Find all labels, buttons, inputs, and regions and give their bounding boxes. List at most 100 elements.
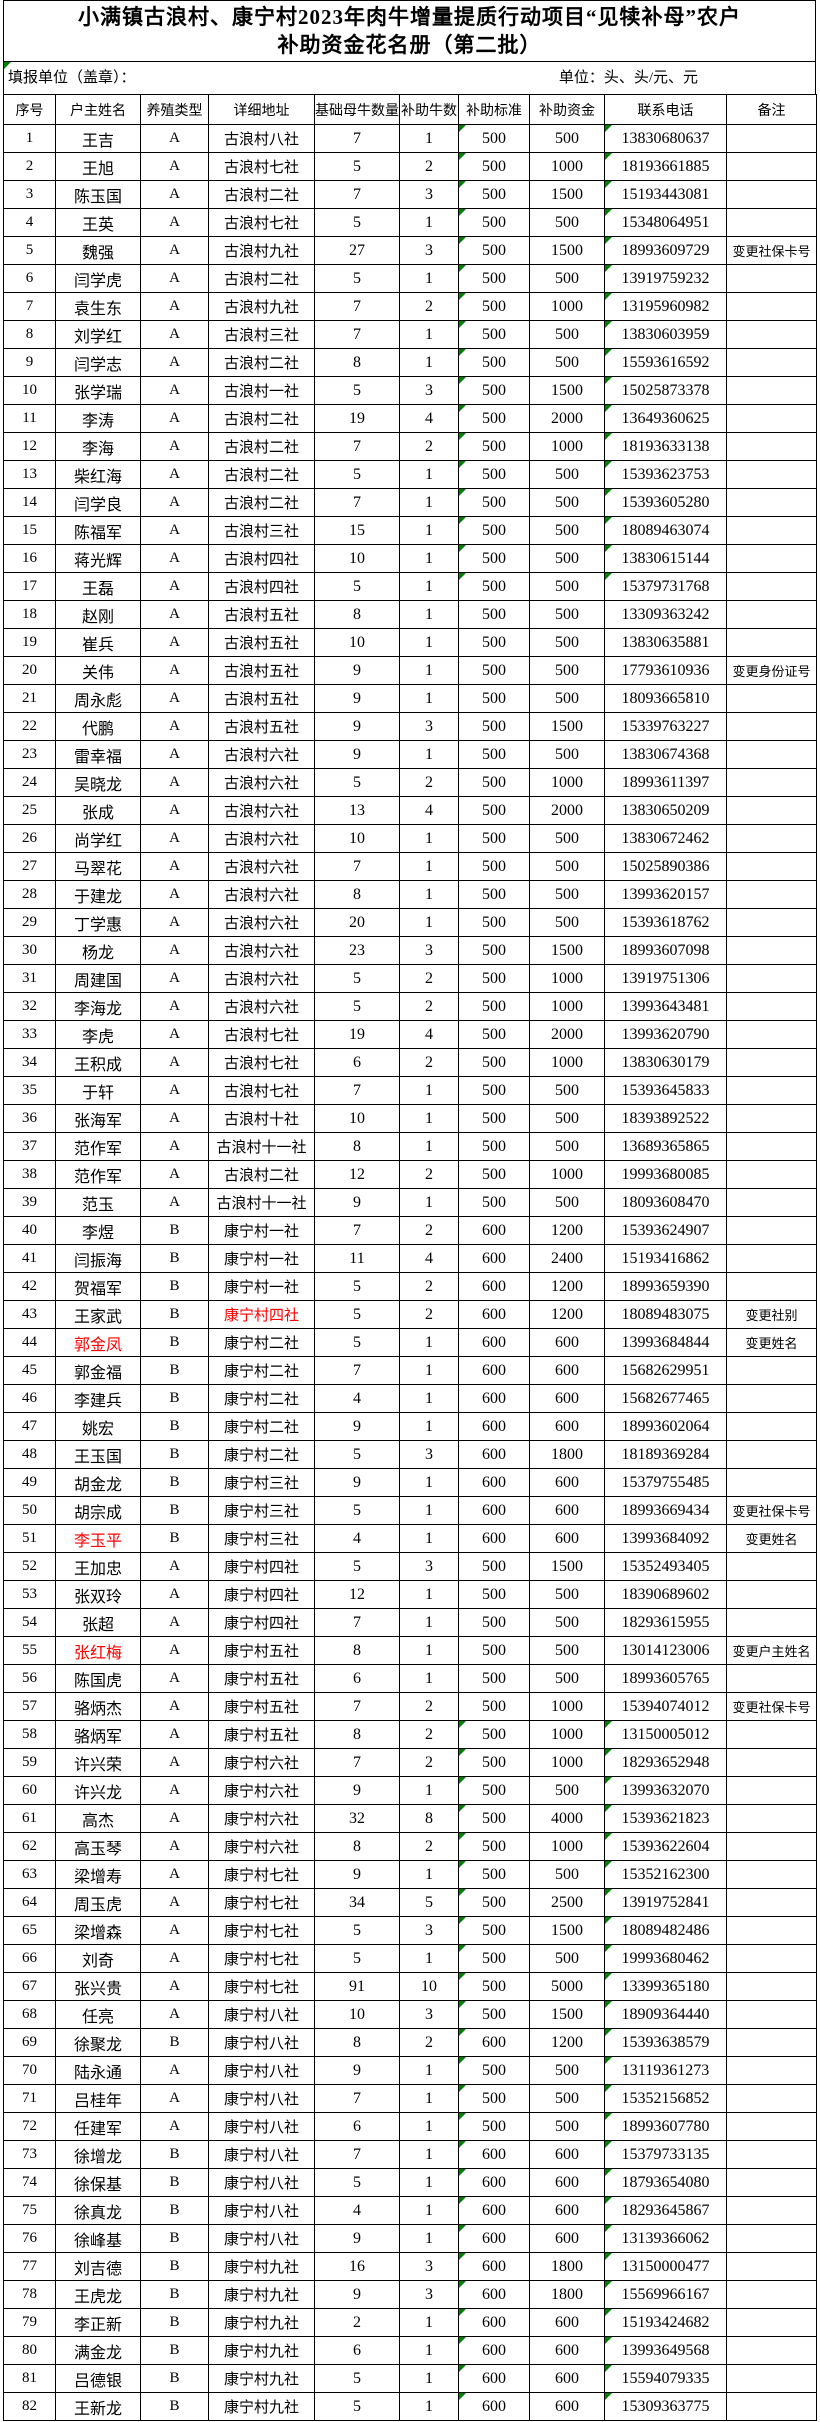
cell-subsidy-cattle-count: 3 xyxy=(399,2000,459,2029)
cell-phone: 13993684092 xyxy=(604,1524,727,1553)
table-row: 38 范作军 A 古浪村二社 12 2 500 1000 19993680085 xyxy=(3,1160,817,1189)
excel-flag-icon xyxy=(459,2057,466,2064)
cell-breed-type: A xyxy=(140,628,209,657)
cell-subsidy-amount: 500 xyxy=(529,628,605,657)
table-row: 64 周玉虎 A 康宁村七社 34 5 500 2500 13919752841 xyxy=(3,1888,817,1917)
cell-subsidy-amount: 600 xyxy=(529,1468,605,1497)
cell-address: 康宁村九社 xyxy=(208,2252,315,2281)
cell-phone: 13830615144 xyxy=(604,544,727,573)
cell-address: 康宁村八社 xyxy=(208,2224,315,2253)
cell-base-cow-count: 5 xyxy=(314,2168,400,2197)
cell-serial: 52 xyxy=(3,1552,56,1581)
cell-breed-type: A xyxy=(140,320,209,349)
excel-flag-icon xyxy=(459,1945,466,1952)
cell-phone: 13993643481 xyxy=(604,992,727,1021)
cell-remark xyxy=(726,544,817,573)
cell-breed-type: A xyxy=(140,432,209,461)
cell-phone: 13993632070 xyxy=(604,1776,727,1805)
cell-subsidy-standard: 500 xyxy=(458,1776,530,1805)
excel-flag-icon xyxy=(605,433,612,440)
table-row: 78 王虎龙 B 康宁村九社 9 3 600 1800 15569966167 xyxy=(3,2280,817,2309)
cell-subsidy-amount: 500 xyxy=(529,208,605,237)
cell-serial: 63 xyxy=(3,1860,56,1889)
table-row: 53 张双玲 A 康宁村四社 12 1 500 500 18390689602 xyxy=(3,1580,817,1609)
cell-owner-name: 王英 xyxy=(55,208,141,237)
cell-breed-type: A xyxy=(140,992,209,1021)
cell-owner-name: 许兴荣 xyxy=(55,1748,141,1777)
cell-remark: 变更社保卡号 xyxy=(726,236,817,265)
cell-subsidy-standard: 600 xyxy=(458,2140,530,2169)
subsidy-roster-table: 序号 户主姓名 养殖类型 详细地址 基础母牛数量 补助牛数 补助标准 补助资金 联系电话 备注 1… xyxy=(3,94,817,2421)
cell-phone: 15348064951 xyxy=(604,208,727,237)
cell-subsidy-amount: 1000 xyxy=(529,1720,605,1749)
cell-owner-name: 于建龙 xyxy=(55,880,141,909)
cell-subsidy-standard: 500 xyxy=(458,2000,530,2029)
cell-serial: 21 xyxy=(3,684,56,713)
cell-breed-type: A xyxy=(140,768,209,797)
cell-base-cow-count: 5 xyxy=(314,1300,400,1329)
cell-subsidy-cattle-count: 1 xyxy=(399,516,459,545)
cell-subsidy-amount: 1500 xyxy=(529,1552,605,1581)
cell-phone: 18993659390 xyxy=(604,1272,727,1301)
cell-serial: 70 xyxy=(3,2056,56,2085)
cell-phone: 15309363775 xyxy=(604,2392,727,2421)
cell-subsidy-amount: 500 xyxy=(529,824,605,853)
cell-subsidy-cattle-count: 1 xyxy=(399,2140,459,2169)
cell-address: 康宁村七社 xyxy=(208,1944,315,1973)
cell-phone: 15394074012 xyxy=(604,1692,727,1721)
cell-breed-type: A xyxy=(140,2084,209,2113)
excel-flag-icon xyxy=(459,293,466,300)
cell-remark xyxy=(726,1972,817,2001)
table-row: 76 徐峰基 B 康宁村八社 9 1 600 600 13139366062 xyxy=(3,2224,817,2253)
cell-breed-type: A xyxy=(140,684,209,713)
cell-address: 古浪村七社 xyxy=(208,208,315,237)
cell-phone: 13830630179 xyxy=(604,1048,727,1077)
cell-subsidy-standard: 500 xyxy=(458,2112,530,2141)
cell-serial: 43 xyxy=(3,1300,56,1329)
cell-address: 康宁村三社 xyxy=(208,1468,315,1497)
excel-flag-icon xyxy=(459,461,466,468)
cell-base-cow-count: 4 xyxy=(314,1384,400,1413)
cell-subsidy-standard: 500 xyxy=(458,1916,530,1945)
cell-remark xyxy=(726,936,817,965)
cell-remark xyxy=(726,152,817,181)
cell-base-cow-count: 8 xyxy=(314,600,400,629)
cell-serial: 45 xyxy=(3,1356,56,1385)
cell-subsidy-cattle-count: 3 xyxy=(399,1440,459,1469)
cell-remark xyxy=(726,1020,817,1049)
table-row: 66 刘奇 A 康宁村七社 5 1 500 500 19993680462 xyxy=(3,1944,817,1973)
cell-serial: 76 xyxy=(3,2224,56,2253)
cell-serial: 10 xyxy=(3,376,56,405)
cell-serial: 82 xyxy=(3,2392,56,2421)
excel-flag-icon xyxy=(605,377,612,384)
cell-remark xyxy=(726,2252,817,2281)
cell-subsidy-amount: 5000 xyxy=(529,1972,605,2001)
table-row: 12 李海 A 古浪村二社 7 2 500 1000 18193633138 xyxy=(3,432,817,461)
table-row: 27 马翠花 A 古浪村六社 7 1 500 500 15025890386 xyxy=(3,852,817,881)
cell-subsidy-standard: 600 xyxy=(458,1496,530,1525)
cell-serial: 49 xyxy=(3,1468,56,1497)
cell-address: 古浪村二社 xyxy=(208,488,315,517)
cell-owner-name: 袁生东 xyxy=(55,292,141,321)
cell-address: 古浪村一社 xyxy=(208,376,315,405)
cell-base-cow-count: 5 xyxy=(314,376,400,405)
cell-subsidy-amount: 1200 xyxy=(529,2028,605,2057)
cell-subsidy-cattle-count: 3 xyxy=(399,1916,459,1945)
cell-serial: 50 xyxy=(3,1496,56,1525)
cell-serial: 57 xyxy=(3,1692,56,1721)
cell-base-cow-count: 7 xyxy=(314,1748,400,1777)
cell-phone: 13195960982 xyxy=(604,292,727,321)
cell-address: 古浪村七社 xyxy=(208,1048,315,1077)
cell-owner-name: 刘吉德 xyxy=(55,2252,141,2281)
cell-remark xyxy=(726,516,817,545)
col-header-remark: 备注 xyxy=(726,94,817,125)
cell-breed-type: A xyxy=(140,404,209,433)
cell-phone: 13689365865 xyxy=(604,1132,727,1161)
cell-owner-name: 高玉琴 xyxy=(55,1832,141,1861)
cell-owner-name: 张双玲 xyxy=(55,1580,141,1609)
excel-flag-icon xyxy=(459,405,466,412)
cell-serial: 80 xyxy=(3,2336,56,2365)
table-row: 41 闫振海 B 康宁村一社 11 4 600 2400 15193416862 xyxy=(3,1244,817,1273)
cell-address: 康宁村九社 xyxy=(208,2392,315,2421)
cell-subsidy-standard: 500 xyxy=(458,1860,530,1889)
